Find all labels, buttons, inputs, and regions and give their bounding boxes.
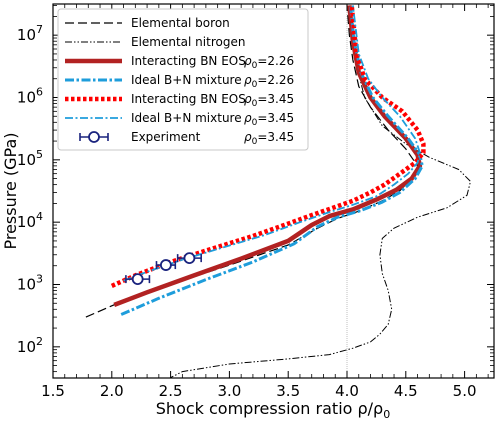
- legend-rho-sub: 0: [252, 99, 258, 109]
- legend-rho-value: =3.45: [257, 92, 294, 106]
- y-axis-title: Pressure (GPa): [1, 132, 20, 249]
- legend-rho: ρ0=2.26: [244, 73, 294, 90]
- legend-marker-point: [88, 131, 100, 143]
- legend-label: Elemental boron: [131, 16, 230, 30]
- x-tick-label: 3.5: [276, 382, 300, 400]
- x-axis-title-text: Shock compression ratio ρ/ρ: [156, 399, 383, 418]
- x-axis-ticks: 1.5 2.0 2.5 3.0 3.5 4.0 4.5 5.0: [41, 4, 489, 400]
- y-tick-base: 10: [17, 338, 36, 356]
- y-tick-label: 103: [17, 273, 43, 294]
- y-tick-exponent: 6: [36, 86, 43, 99]
- x-tick-label: 2.0: [100, 382, 124, 400]
- legend-label: Experiment: [131, 130, 201, 144]
- legend-label: Interacting BN EOS: [131, 54, 246, 68]
- legend-rho-symbol: ρ: [244, 54, 252, 68]
- y-tick-base: 10: [17, 26, 36, 44]
- x-tick-label: 3.0: [217, 382, 241, 400]
- legend: Elemental boron Elemental nitrogen Interac…: [57, 8, 309, 151]
- y-tick-label: 105: [17, 148, 43, 169]
- legend-rho-value: =2.26: [257, 73, 294, 87]
- legend-label: Ideal B+N mixture: [131, 111, 242, 125]
- legend-rho-sub: 0: [252, 61, 258, 71]
- legend-label: Elemental nitrogen: [131, 35, 245, 49]
- legend-rho-value: =3.45: [257, 130, 294, 144]
- y-tick-exponent: 3: [36, 273, 43, 286]
- y-tick-base: 10: [17, 89, 36, 107]
- plot-frame: [52, 3, 495, 379]
- legend-rho-sub: 0: [252, 118, 258, 128]
- x-tick-label: 4.5: [394, 382, 418, 400]
- x-axis-title: Shock compression ratio ρ/ρ0: [156, 399, 390, 421]
- legend-label: Interacting BN EOS: [131, 92, 246, 106]
- legend-rho-value: =2.26: [257, 54, 294, 68]
- y-tick-base: 10: [17, 151, 36, 169]
- legend-rho-symbol: ρ: [244, 92, 252, 106]
- x-tick-label: 4.0: [335, 382, 359, 400]
- y-tick-exponent: 7: [36, 23, 43, 36]
- experiment-point: [131, 273, 144, 286]
- series-line-1: [85, 5, 419, 318]
- legend-box: [57, 8, 309, 151]
- legend-rho: ρ0=2.26: [244, 54, 294, 71]
- y-tick-base: 10: [17, 213, 36, 231]
- y-tick-label: 106: [17, 86, 43, 107]
- legend-rho: ρ0=3.45: [244, 130, 294, 147]
- legend-rho-sub: 0: [252, 80, 258, 90]
- y-tick-label: 107: [17, 23, 43, 44]
- y-tick-base: 10: [17, 276, 36, 294]
- legend-rho-value: =3.45: [257, 111, 294, 125]
- y-tick-exponent: 5: [36, 148, 43, 161]
- x-tick-label: 1.5: [41, 382, 65, 400]
- x-tick-label: 2.5: [159, 382, 183, 400]
- experiment-point: [159, 259, 172, 271]
- legend-rho-symbol: ρ: [244, 111, 252, 125]
- legend-rho-symbol: ρ: [244, 73, 252, 87]
- legend-rho-sub: 0: [252, 137, 258, 147]
- y-tick-exponent: 2: [36, 335, 43, 348]
- series-line-3: [113, 5, 423, 308]
- legend-label: Ideal B+N mixture: [131, 73, 242, 87]
- series-line-6: [123, 5, 421, 282]
- experiment-layer: [125, 252, 202, 286]
- legend-rho: ρ0=3.45: [244, 111, 294, 128]
- series-line-4: [120, 5, 424, 316]
- legend-rho: ρ0=3.45: [244, 92, 294, 109]
- y-tick-label: 104: [17, 210, 43, 231]
- legend-rho-symbol: ρ: [244, 130, 252, 144]
- series-line-5: [110, 5, 426, 288]
- series-layer: [85, 5, 471, 378]
- x-axis-title-subscript: 0: [383, 408, 390, 421]
- experiment-point: [183, 252, 196, 265]
- y-tick-label: 102: [17, 335, 43, 356]
- x-tick-label: 5.0: [453, 382, 477, 400]
- y-tick-exponent: 4: [36, 210, 43, 223]
